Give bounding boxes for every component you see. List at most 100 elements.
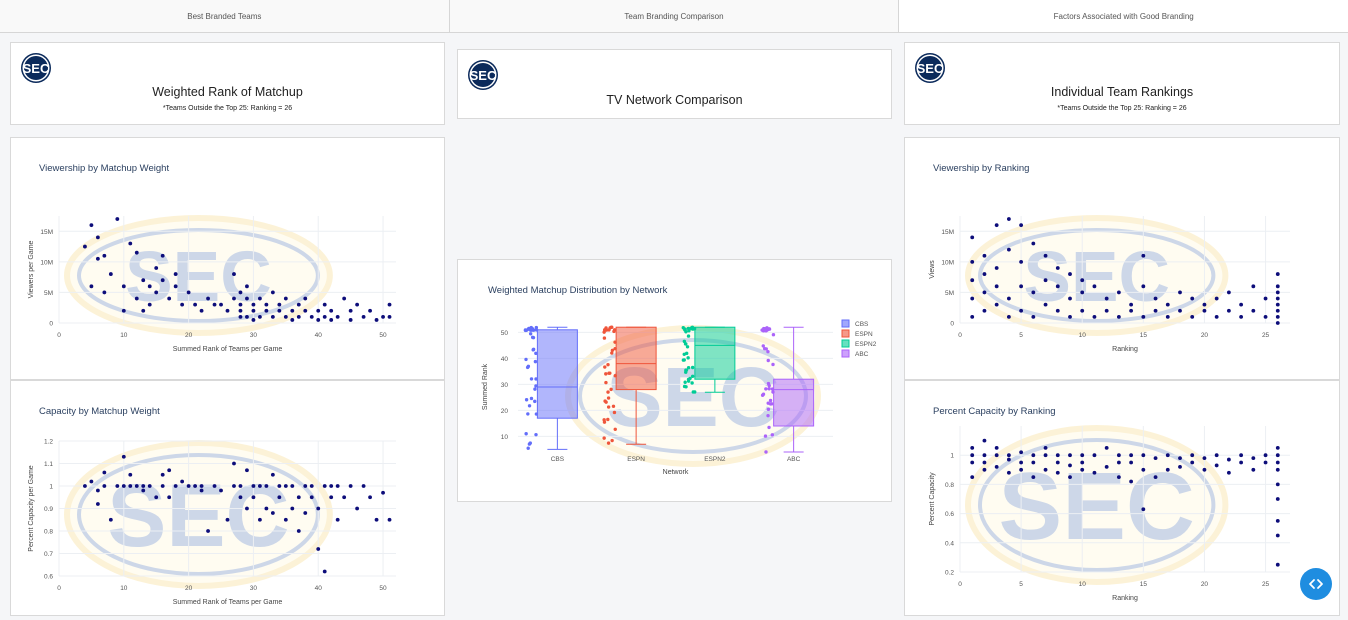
header-weighted-rank: SEC Weighted Rank of Matchup *Teams Outs… [10, 42, 445, 125]
scatter-point [1116, 460, 1121, 465]
box-point [762, 346, 767, 351]
y-tick-label: 15M [40, 229, 53, 236]
legend-swatch[interactable] [841, 339, 850, 348]
legend-swatch[interactable] [841, 349, 850, 358]
scatter-point [270, 472, 275, 477]
scatter-point [1068, 463, 1072, 468]
scatter-point [1031, 314, 1036, 319]
chart-title: Viewership by Matchup Weight [39, 163, 169, 174]
scatter-point [141, 484, 146, 488]
scatter-point [970, 296, 975, 301]
box-point [610, 438, 614, 443]
legend-item-espn[interactable]: ESPN [855, 331, 873, 338]
box-point [771, 332, 776, 337]
x-tick-label: 15 [1140, 332, 1148, 339]
tab-team-branding-comparison[interactable]: Team Branding Comparison [449, 0, 900, 32]
scatter-point [1104, 296, 1109, 301]
box-point [527, 442, 532, 446]
scatter-point [335, 314, 340, 319]
scatter-point [1251, 284, 1256, 289]
scatter-point [238, 314, 243, 319]
scatter-point [147, 284, 152, 289]
tab-factors-good-branding[interactable]: Factors Associated with Good Branding [899, 0, 1348, 32]
scatter-point [251, 302, 256, 307]
scatter-point [251, 318, 256, 322]
scatter-point [982, 272, 987, 276]
scatter-point [1275, 314, 1280, 319]
scatter-point [329, 318, 334, 322]
y-tick-label: 1.1 [44, 461, 53, 468]
scatter-point [264, 484, 269, 488]
scatter-point [264, 506, 269, 511]
scatter-point [1019, 308, 1024, 313]
scatter-point [970, 460, 975, 465]
scatter-point [219, 302, 223, 307]
x-tick-label: 50 [379, 332, 387, 339]
scatter-point [199, 308, 204, 313]
x-tick-label: 40 [315, 332, 323, 339]
scatter-point [1104, 446, 1109, 450]
header-subtitle: *Teams Outside the Top 25: Ranking = 26 [162, 105, 293, 112]
legend-item-espn2[interactable]: ESPN2 [855, 341, 877, 348]
box-point [684, 368, 689, 372]
scatter-point [1178, 464, 1182, 469]
scatter-point [1055, 284, 1060, 289]
scatter-point [1055, 453, 1060, 458]
header-tv-network: SEC TV Network Comparison [457, 49, 892, 119]
logo-text: SEC [23, 61, 50, 76]
scatter-point [160, 253, 165, 258]
box-point [533, 359, 538, 364]
scatter-point [348, 308, 353, 313]
box-abc [760, 326, 815, 454]
box-point [527, 404, 532, 408]
scatter-point [225, 517, 230, 522]
x-tick-label: 0 [57, 332, 61, 339]
scatter-point [970, 235, 975, 240]
box-point [690, 381, 694, 385]
scatter-point [1043, 453, 1048, 458]
scatter-point [1190, 453, 1195, 458]
x-tick-label: 20 [1201, 332, 1209, 339]
x-tick-label: CBS [551, 456, 565, 463]
y-axis-label: Views [929, 260, 936, 279]
legend-item-abc[interactable]: ABC [855, 351, 869, 358]
scatter-point [1275, 453, 1280, 458]
y-tick-label: 10M [941, 259, 954, 266]
tab-best-branded-teams[interactable]: Best Branded Teams [0, 0, 450, 32]
sec-watermark: SEC [965, 425, 1229, 585]
scatter-point [89, 479, 94, 484]
scatter-point [970, 278, 975, 283]
scatter-point [212, 484, 217, 488]
scatter-point [309, 495, 314, 500]
scatter-point [1263, 460, 1268, 465]
legend-swatch[interactable] [841, 329, 850, 338]
legend-item-cbs[interactable]: CBS [855, 321, 869, 328]
scatter-point [1165, 302, 1170, 307]
scatter-point [270, 314, 275, 319]
scatter-point [303, 511, 308, 515]
legend-swatch[interactable] [841, 319, 850, 328]
scatter-point [89, 223, 94, 228]
scatter-point [1165, 467, 1170, 472]
box-point [768, 398, 773, 403]
x-tick-label: 25 [1262, 332, 1270, 339]
scatter-point [121, 454, 126, 459]
code-toggle-button[interactable] [1300, 568, 1332, 600]
scatter-point [1202, 456, 1207, 461]
scatter-point [1141, 507, 1146, 512]
scatter-point [1055, 460, 1060, 465]
y-tick-label: 0.8 [945, 482, 954, 489]
scatter-point [1043, 253, 1048, 258]
box-point [690, 365, 695, 370]
scatter-point [232, 296, 236, 301]
chart-title: Capacity by Matchup Weight [39, 406, 160, 417]
scatter-point [290, 308, 295, 313]
scatter-point [1165, 314, 1170, 319]
scatter-point [245, 314, 249, 319]
scatter-point [128, 472, 133, 477]
scatter-point [982, 253, 987, 258]
scatter-point [108, 517, 113, 522]
scatter-point [1141, 314, 1146, 319]
box-point [683, 327, 687, 331]
scatter-point [1031, 290, 1036, 295]
